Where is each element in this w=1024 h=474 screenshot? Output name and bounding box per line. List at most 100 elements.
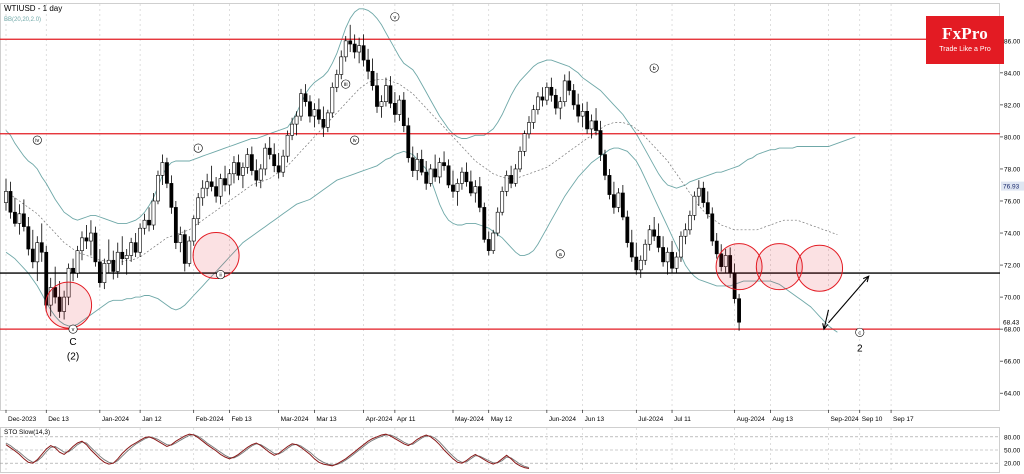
bb-upper-band <box>5 8 856 224</box>
current-price-tag-box <box>1001 317 1024 327</box>
y-tick-label: 78.00 <box>1004 166 1021 173</box>
bearish-candle <box>585 111 590 130</box>
projection-arrows <box>822 275 870 331</box>
bullish-candle <box>679 235 683 258</box>
highlight-circle <box>796 244 844 292</box>
x-tick-label: Mar-2024 <box>281 416 309 423</box>
bearish-candle <box>93 232 98 263</box>
bullish-candle <box>544 86 549 101</box>
bearish-candle <box>406 125 411 159</box>
bearish-candle <box>147 219 151 226</box>
bearish-candle <box>303 93 308 102</box>
bullish-candle <box>299 93 303 117</box>
x-tick-label: Sep 17 <box>893 416 914 423</box>
bearish-candle <box>308 101 312 117</box>
fxpro-logo: FxPro Trade Like a Pro <box>926 16 1004 64</box>
bearish-candle <box>165 162 169 184</box>
bearish-candle <box>209 181 214 187</box>
bullish-candle <box>562 80 567 102</box>
bullish-candle <box>692 195 697 216</box>
y-tick-label: 64.00 <box>1004 391 1021 398</box>
bullish-candle <box>124 255 129 259</box>
bullish-candle <box>522 133 527 152</box>
bullish-candle <box>455 183 460 192</box>
wave-label: iv <box>35 138 39 144</box>
wave-label: ii <box>219 273 221 279</box>
bullish-candle <box>66 267 71 298</box>
bullish-candle <box>504 175 509 192</box>
projection-arrow-line <box>828 275 870 324</box>
bearish-candle <box>468 181 473 194</box>
bearish-candle <box>26 226 31 250</box>
bullish-candle <box>491 232 496 251</box>
x-tick-label: Dec-2023 <box>8 416 37 423</box>
wave-label-ring <box>341 79 351 89</box>
bearish-candle <box>603 154 607 176</box>
bullish-candle <box>48 287 53 306</box>
bullish-candle <box>638 259 643 271</box>
bearish-candle <box>714 240 719 255</box>
bearish-candle <box>53 287 58 298</box>
x-tick-label: Jul 11 <box>674 416 691 423</box>
bullish-candle <box>330 86 335 114</box>
bullish-candle <box>536 96 540 111</box>
bullish-candle <box>151 200 156 226</box>
x-tick-label: Apr-2024 <box>366 416 393 423</box>
wave-degree-label: C <box>69 337 76 348</box>
bullish-candle <box>674 256 679 269</box>
indicator-label: BB(20,20,2.0) <box>4 17 41 23</box>
symbol-title: WTIUSD - 1 day <box>4 4 62 13</box>
bullish-candle <box>495 211 500 234</box>
stochastic-signal-line <box>5 434 530 469</box>
projection-arrow-line <box>823 309 830 330</box>
bullish-candle <box>178 234 183 243</box>
bullish-candle <box>187 240 192 264</box>
bearish-candle <box>710 213 715 242</box>
bearish-candle <box>598 130 603 155</box>
bearish-candle <box>737 298 741 323</box>
bullish-candle <box>325 112 330 128</box>
bullish-candle <box>397 99 402 115</box>
bullish-candle <box>527 122 531 135</box>
wave-label-ring <box>390 12 400 22</box>
oscillator-tick-label: 20.00 <box>1004 461 1021 468</box>
bearish-candle <box>120 251 125 259</box>
bullish-candle <box>191 218 196 242</box>
bullish-candle <box>4 191 8 203</box>
bullish-candle <box>258 168 263 181</box>
x-tick-label: Apr 11 <box>397 416 416 423</box>
bullish-candle <box>35 242 40 263</box>
bearish-candle <box>21 213 26 227</box>
x-tick-label: May 12 <box>491 416 513 423</box>
bullish-candle <box>415 159 420 171</box>
bullish-candle <box>241 167 245 176</box>
bearish-candle <box>719 253 724 267</box>
bearish-candle <box>173 207 178 243</box>
bullish-candle <box>473 186 478 194</box>
bearish-candle <box>549 86 554 96</box>
bearish-candle <box>625 216 630 243</box>
bearish-candle <box>352 43 357 53</box>
bearish-candle <box>656 235 661 248</box>
wave-label: v <box>394 15 397 21</box>
bearish-candle <box>182 234 187 264</box>
bullish-candle <box>232 162 236 175</box>
bearish-candle <box>464 171 469 183</box>
bearish-candle <box>8 191 13 213</box>
wave-label: i <box>198 146 199 152</box>
bearish-candle <box>71 267 75 274</box>
wave-label-ring <box>855 327 865 337</box>
wave-label: b <box>653 66 656 72</box>
bullish-candle <box>531 109 536 123</box>
bullish-candle <box>580 111 585 117</box>
bearish-candle <box>133 242 138 253</box>
bearish-candle <box>361 45 366 61</box>
bearish-candle <box>620 192 625 218</box>
bearish-candle <box>375 85 379 107</box>
bullish-candle <box>80 237 84 251</box>
bearish-candle <box>670 251 674 269</box>
bullish-candle <box>245 154 250 168</box>
bearish-candle <box>728 255 733 274</box>
